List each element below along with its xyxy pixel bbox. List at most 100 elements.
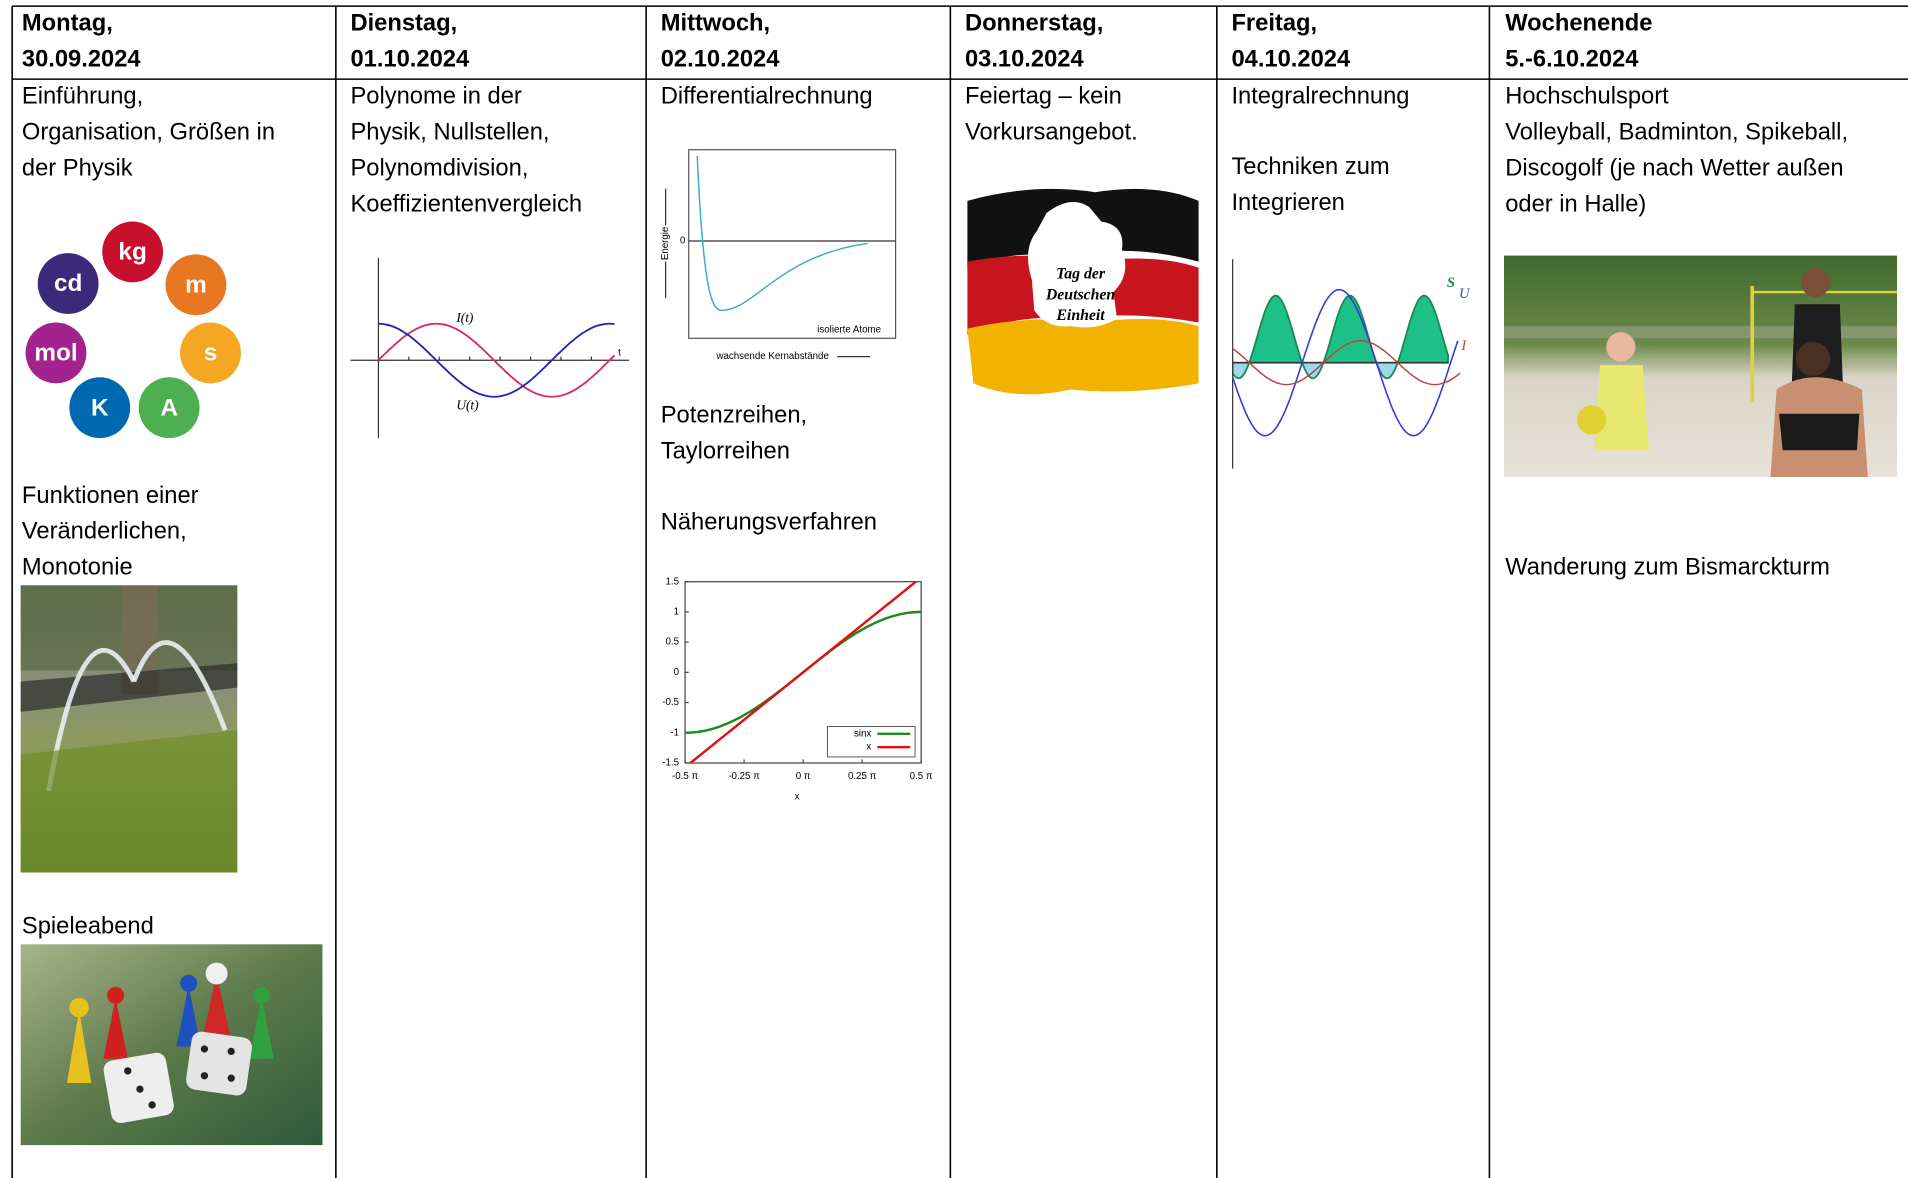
current-curve <box>377 322 616 398</box>
cell-text: der Physik <box>22 155 133 181</box>
cell-text: Polynome in der <box>350 84 521 110</box>
unit-label: cd <box>54 270 82 297</box>
cell-text: Integralrechnung <box>1231 84 1409 110</box>
x-tick-label: 0.25 π <box>848 771 877 782</box>
unit-circle <box>180 322 241 384</box>
cell-text: Feiertag – kein <box>965 84 1122 110</box>
cell-text: Spieleabend <box>22 914 154 940</box>
x-curve <box>688 581 918 764</box>
unit-circle <box>165 254 227 316</box>
legend-box <box>826 726 916 758</box>
table-texts: Montag, 30.09.2024 Dienstag, 01.10.2024 Mitt… <box>22 11 1848 940</box>
axis-label: wachsende Kernabstände <box>715 351 828 362</box>
fountain-photo <box>20 585 238 873</box>
unit-circle <box>25 322 87 384</box>
power-area-positive <box>1232 294 1449 363</box>
column-header: Montag, <box>22 11 113 37</box>
legend-label: x <box>866 742 871 753</box>
power-area-negative <box>1232 362 1449 380</box>
column-header: Wochenende <box>1505 11 1652 37</box>
column-header: Donnerstag, <box>965 11 1103 37</box>
unit-circle <box>138 377 200 439</box>
column-header: 04.10.2024 <box>1231 47 1351 73</box>
cell-text: Monotonie <box>22 555 133 581</box>
cell-text: Taylorreihen <box>661 438 790 464</box>
holiday-image <box>967 188 1199 395</box>
voltage-curve <box>1231 288 1459 437</box>
potential-curve <box>696 155 868 312</box>
x-tick-label: -0.25 π <box>728 771 760 782</box>
curves <box>685 581 922 764</box>
column-header: Freitag, <box>1231 11 1317 37</box>
table-grid <box>11 5 1908 1178</box>
axis-label: Energie <box>660 227 671 261</box>
x-tick-label: 0 π <box>796 771 811 782</box>
y-tick-label: 1.5 <box>665 576 679 587</box>
unit-circle <box>37 253 99 314</box>
voltage-curve <box>378 322 615 398</box>
column-header: 02.10.2024 <box>661 47 781 73</box>
plot-label: isolierte Atome <box>817 324 881 335</box>
unit-label: A <box>160 394 178 421</box>
unit-label: s <box>204 340 218 367</box>
cell-text: Veränderlichen, <box>22 519 187 545</box>
cell-text: Vorkursangebot. <box>965 120 1138 146</box>
legend-label: sinx <box>854 728 871 739</box>
cell-text: Polynomdivision, <box>350 155 528 181</box>
polynom-plot: I(t) U(t) t <box>350 258 630 439</box>
axis-label: 0 <box>680 236 686 247</box>
cell-text: Discogolf (je nach Wetter außen <box>1505 155 1843 181</box>
holiday-text: Einheit <box>1055 307 1105 324</box>
cell-text: Integrieren <box>1231 190 1344 216</box>
cell-text: Differentialrechnung <box>661 84 873 110</box>
x-tick-label: 0.5 π <box>910 771 933 782</box>
column-header: 5.-6.10.2024 <box>1505 47 1639 73</box>
cell-text: Organisation, Größen in <box>22 120 275 146</box>
taylor-plot: 1.5 1 0.5 0 -0.5 -1 -1.5 -0.5 π -0.25 π 0 π 0.25 π… <box>662 576 933 802</box>
unit-label: kg <box>118 239 146 266</box>
y-tick-label: -1.5 <box>662 758 679 769</box>
column-header: 01.10.2024 <box>350 47 470 73</box>
plot-label: S <box>1447 275 1455 291</box>
cell-text: Physik, Nullstellen, <box>350 120 549 146</box>
column-header: Dienstag, <box>350 11 457 37</box>
holiday-text: Deutschen <box>1045 286 1116 303</box>
column-header: 03.10.2024 <box>965 47 1085 73</box>
column-header: 30.09.2024 <box>22 47 142 73</box>
plot-label: t <box>618 347 621 358</box>
cell-text: Funktionen einer <box>22 483 199 509</box>
unit-circle <box>102 221 164 283</box>
y-tick-label: 1 <box>674 606 679 617</box>
cell-text: Wanderung zum Bismarckturm <box>1505 555 1830 581</box>
plot-label: U <box>1459 286 1471 302</box>
y-tick-label: -1 <box>670 727 679 738</box>
plot-label: I(t) <box>455 310 474 325</box>
unit-label: K <box>91 394 109 421</box>
sport-photo <box>1504 255 1898 478</box>
plot-label: U(t) <box>456 398 479 413</box>
current-curve <box>1232 340 1461 386</box>
axis-label: x <box>795 792 800 803</box>
energy-plot: Energie 0 isolierte Atome wachsende Kernabs… <box>660 149 897 362</box>
unit-label: mol <box>34 340 77 367</box>
cell-text: Näherungsverfahren <box>661 510 877 536</box>
y-tick-label: 0.5 <box>665 637 679 648</box>
integral-plot: SU I <box>1231 259 1471 469</box>
cell-text: Potenzreihen, <box>661 402 807 428</box>
cell-text: Koeffizientenvergleich <box>350 191 582 217</box>
unit-circle <box>69 377 131 439</box>
x-tick-label: -0.5 π <box>672 771 698 782</box>
column-header: Mittwoch, <box>661 11 770 37</box>
cell-text: Volleyball, Badminton, Spikeball, <box>1505 120 1848 146</box>
y-tick-label: -0.5 <box>662 697 679 708</box>
cell-text: Hochschulsport <box>1505 84 1669 110</box>
y-tick-label: 0 <box>674 667 680 678</box>
holiday-text: Tag der <box>1056 266 1106 283</box>
cell-text: oder in Halle) <box>1505 191 1646 217</box>
plot-label: I <box>1460 338 1467 354</box>
game-photo <box>20 944 323 1146</box>
cell-text: Einführung, <box>22 84 143 110</box>
